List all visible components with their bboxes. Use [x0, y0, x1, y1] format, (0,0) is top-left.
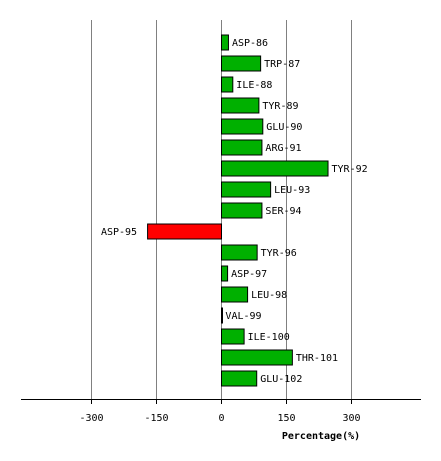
- bar-tyr-96: [221, 244, 258, 261]
- bar-label-trp-87: TRP-87: [264, 59, 300, 70]
- bar-ser-94: [221, 202, 263, 219]
- bars: [147, 34, 329, 387]
- bar-leu-93: [221, 181, 272, 198]
- bar-label-asp-97: ASP-97: [231, 269, 267, 280]
- bar-label-asp-86: ASP-86: [232, 38, 268, 49]
- x-tick-label-2: 0: [218, 413, 224, 424]
- x-axis-label: Percentage(%): [282, 431, 360, 442]
- bar-arg-91: [221, 139, 263, 156]
- bar-label-asp-95: ASP-95: [101, 227, 137, 238]
- bar-label-tyr-89: TYR-89: [262, 101, 298, 112]
- bar-asp-95: [147, 223, 222, 240]
- bar-glu-90: [221, 118, 264, 135]
- bar-glu-102: [221, 370, 258, 387]
- bar-ile-88: [221, 76, 234, 93]
- bar-label-ile-100: ILE-100: [248, 332, 290, 343]
- bar-tyr-92: [221, 160, 329, 177]
- x-tick-label-4: 300: [342, 413, 360, 424]
- bar-label-glu-102: GLU-102: [260, 374, 302, 385]
- x-tick-label-3: 150: [277, 413, 295, 424]
- x-axis-ticks: -300 -150 0 150 300: [79, 399, 361, 424]
- bar-thr-101: [221, 349, 293, 366]
- bar-leu-98: [221, 286, 249, 303]
- bar-label-tyr-92: TYR-92: [332, 164, 368, 175]
- bar-label-val-99: VAL-99: [225, 311, 261, 322]
- bar-asp-86: [221, 34, 229, 51]
- bar-label-ser-94: SER-94: [265, 206, 301, 217]
- bar-tyr-89: [221, 97, 260, 114]
- bar-ile-100: [221, 328, 245, 345]
- bar-asp-97: [221, 265, 229, 282]
- bar-label-ile-88: ILE-88: [236, 80, 272, 91]
- bar-label-leu-98: LEU-98: [251, 290, 287, 301]
- bar-labels: ASP-86 TRP-87 ILE-88 TYR-89 GLU-90 ARG-91 TYR-…: [101, 38, 368, 385]
- bar-label-arg-91: ARG-91: [265, 143, 301, 154]
- x-tick-label-0: -300: [79, 413, 103, 424]
- bar-trp-87: [221, 55, 262, 72]
- bar-val-99: [221, 307, 223, 324]
- bar-label-thr-101: THR-101: [296, 353, 338, 364]
- bar-label-leu-93: LEU-93: [274, 185, 310, 196]
- bar-label-glu-90: GLU-90: [266, 122, 302, 133]
- bar-label-tyr-96: TYR-96: [261, 248, 297, 259]
- x-tick-label-1: -150: [144, 413, 168, 424]
